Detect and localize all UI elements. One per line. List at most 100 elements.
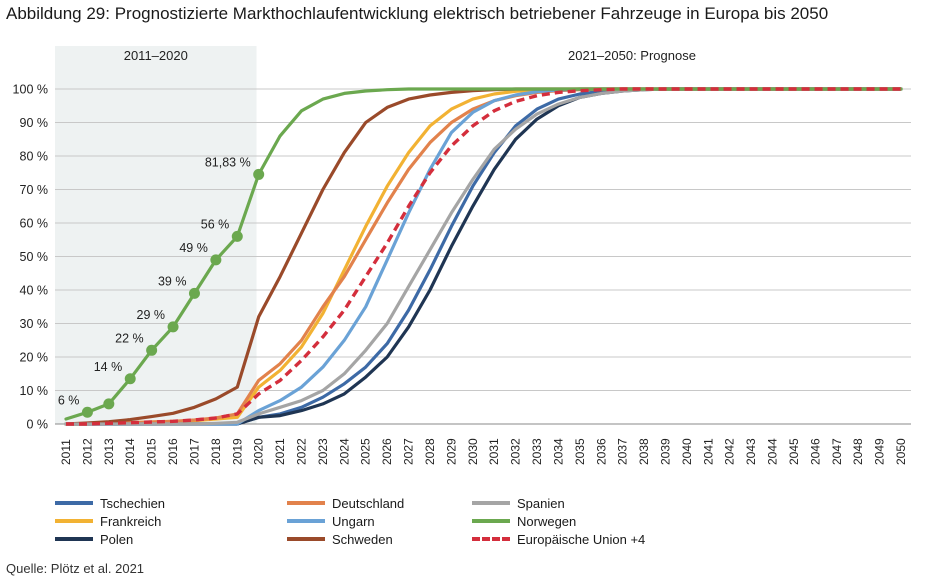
data-label: 14 % (94, 360, 123, 374)
x-tick-label: 2031 (487, 438, 501, 465)
x-tick-label: 2044 (766, 438, 780, 465)
data-label: 39 % (158, 274, 187, 288)
data-point-marker (81, 406, 93, 418)
legend-item: Ungarn (287, 512, 375, 530)
x-tick-label: 2046 (808, 438, 822, 465)
legend-item: Frankreich (55, 512, 161, 530)
data-point-marker (231, 230, 243, 242)
legend-item: Norwegen (472, 512, 576, 530)
x-tick-label: 2041 (701, 438, 715, 465)
x-tick-label: 2018 (209, 438, 223, 465)
x-tick-label: 2045 (787, 438, 801, 465)
figure-title: Abbildung 29: Prognostizierte Markthochl… (6, 4, 829, 23)
x-tick-label: 2047 (830, 438, 844, 465)
x-tick-label: 2049 (873, 438, 887, 465)
x-tick-label: 2022 (295, 438, 309, 465)
legend-label: Deutschland (332, 495, 405, 511)
data-label: 22 % (115, 331, 144, 345)
legend-swatch (287, 537, 325, 541)
legend-swatch (472, 537, 510, 541)
y-tick-label: 40 % (20, 284, 49, 298)
source-note: Quelle: Plötz et al. 2021 (6, 561, 145, 576)
x-tick-label: 2027 (402, 438, 416, 465)
y-tick-label: 10 % (20, 384, 49, 398)
legend-item: Polen (55, 530, 133, 548)
data-point-marker (210, 254, 222, 266)
legend-item: Deutschland (287, 494, 404, 512)
data-label: 6 % (58, 393, 80, 407)
data-point-marker (103, 398, 115, 410)
legend-swatch (472, 501, 510, 505)
x-tick-label: 2020 (252, 438, 266, 465)
chart-legend: Tschechien Frankreich Polen Deutschland Unga… (55, 494, 675, 548)
legend-label: Frankreich (100, 513, 162, 529)
x-tick-label: 2030 (466, 438, 480, 465)
x-tick-label: 2029 (444, 438, 458, 465)
x-tick-label: 2036 (594, 438, 608, 465)
x-tick-label: 2042 (723, 438, 737, 465)
x-tick-label: 2040 (680, 438, 694, 465)
x-tick-label: 2026 (380, 438, 394, 465)
x-tick-label: 2033 (530, 438, 544, 465)
x-tick-label: 2039 (658, 438, 672, 465)
data-point-marker (253, 168, 265, 180)
legend-label: Polen (100, 531, 134, 547)
x-tick-label: 2019 (230, 438, 244, 465)
x-tick-label: 2014 (123, 438, 137, 465)
legend-label: Spanien (517, 495, 565, 511)
legend-swatch (287, 519, 325, 523)
data-point-marker (146, 344, 158, 356)
series-line (64, 87, 903, 421)
x-tick-label: 2015 (145, 438, 159, 465)
x-tick-label: 2017 (187, 438, 201, 465)
legend-label: Norwegen (517, 513, 577, 529)
legend-label: Ungarn (332, 513, 375, 529)
y-tick-label: 50 % (20, 250, 49, 264)
x-tick-label: 2028 (423, 438, 437, 465)
x-tick-label: 2032 (509, 438, 523, 465)
data-point-marker (167, 321, 179, 333)
data-point-marker (188, 287, 200, 299)
x-tick-label: 2023 (316, 438, 330, 465)
x-tick-label: 2034 (551, 438, 565, 465)
y-tick-label: 60 % (20, 217, 49, 231)
x-tick-label: 2024 (337, 438, 351, 465)
x-tick-label: 2038 (637, 438, 651, 465)
x-tick-label: 2035 (573, 438, 587, 465)
x-tick-label: 2011 (59, 439, 73, 465)
legend-item: Europäische Union +4 (472, 530, 645, 548)
legend-item: Tschechien (55, 494, 165, 512)
legend-swatch (55, 537, 93, 541)
historical-period-background (55, 46, 257, 424)
y-tick-label: 30 % (20, 317, 49, 331)
y-tick-label: 0 % (26, 418, 48, 432)
y-tick-label: 90 % (20, 116, 49, 130)
data-label: 56 % (201, 217, 230, 231)
market-ramp-up-chart: 2011–2020 2021–2050: Prognose 0 % 10 % 20 %… (13, 46, 911, 465)
period-label-historical: 2011–2020 (124, 48, 188, 63)
legend-label: Schweden (332, 531, 393, 547)
x-tick-label: 2013 (102, 438, 116, 465)
y-tick-label: 20 % (20, 351, 49, 365)
legend-label: Europäische Union +4 (517, 531, 646, 547)
data-label: 29 % (137, 308, 166, 322)
x-tick-label: 2050 (894, 438, 908, 465)
legend-item: Schweden (287, 530, 393, 548)
x-tick-label: 2043 (744, 438, 758, 465)
legend-swatch (287, 501, 325, 505)
data-point-marker (124, 373, 136, 385)
legend-item: Spanien (472, 494, 565, 512)
data-label: 49 % (179, 241, 208, 255)
y-tick-label: 100 % (13, 83, 48, 97)
legend-swatch (55, 519, 93, 523)
period-label-forecast: 2021–2050: Prognose (568, 48, 696, 63)
x-tick-label: 2048 (851, 438, 865, 465)
x-tick-label: 2012 (80, 438, 94, 465)
x-tick-label: 2016 (166, 438, 180, 465)
y-tick-label: 80 % (20, 150, 49, 164)
legend-swatch (472, 519, 510, 523)
data-label: 81,83 % (205, 155, 251, 169)
series-line (66, 87, 901, 426)
legend-label: Tschechien (100, 495, 166, 511)
y-tick-label: 70 % (20, 183, 49, 197)
